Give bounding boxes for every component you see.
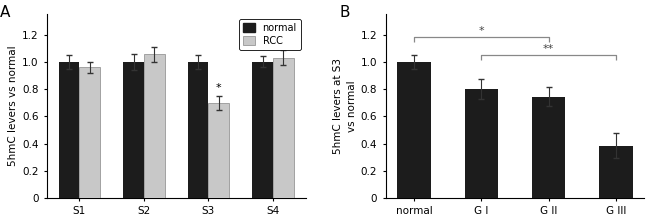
Bar	[144, 54, 164, 198]
Bar	[599, 146, 632, 198]
Text: *: *	[216, 83, 222, 93]
Text: B: B	[339, 5, 350, 20]
Bar	[397, 62, 431, 198]
Bar	[209, 103, 229, 198]
Bar	[188, 62, 209, 198]
Text: A: A	[0, 5, 10, 20]
Legend: normal, RCC: normal, RCC	[239, 19, 301, 50]
Y-axis label: 5hmC levers at S3
vs normal: 5hmC levers at S3 vs normal	[333, 58, 357, 154]
Bar	[58, 62, 79, 198]
Bar	[465, 89, 499, 198]
Y-axis label: 5hmC levers vs normal: 5hmC levers vs normal	[8, 46, 18, 166]
Text: *: *	[478, 26, 484, 36]
Text: **: **	[543, 44, 554, 54]
Bar	[252, 62, 273, 198]
Bar	[532, 97, 566, 198]
Bar	[79, 67, 100, 198]
Bar	[123, 62, 144, 198]
Bar	[273, 58, 294, 198]
